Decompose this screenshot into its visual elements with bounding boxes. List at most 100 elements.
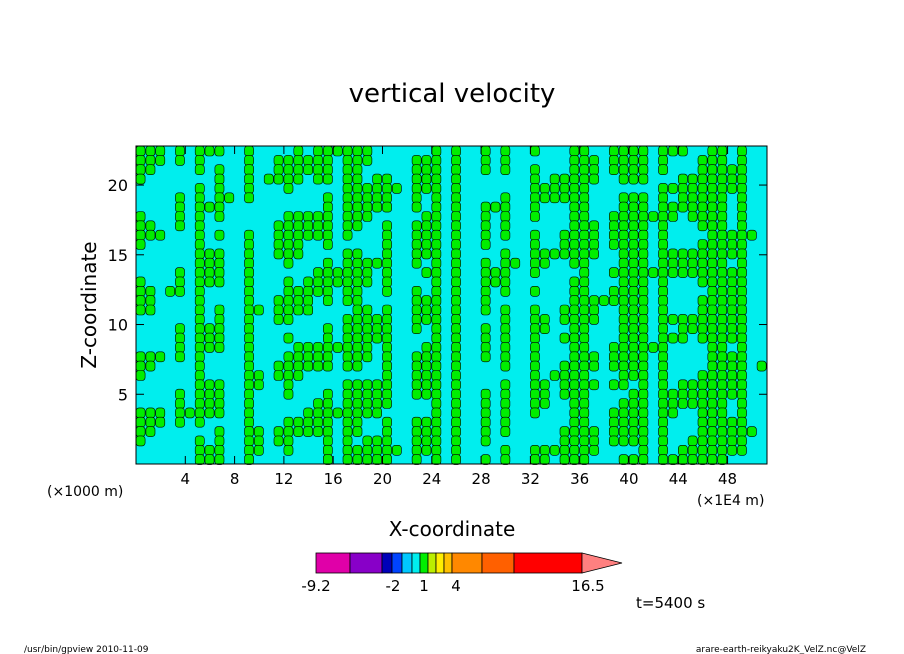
updraft-cell (431, 267, 442, 278)
updraft-cell (214, 435, 225, 447)
updraft-cell (717, 295, 728, 306)
updraft-cell (382, 304, 392, 316)
updraft-cell (707, 416, 718, 428)
updraft-cell (194, 285, 205, 297)
updraft-cell (727, 239, 737, 250)
updraft-cell (658, 388, 668, 400)
updraft-cell (214, 183, 225, 194)
updraft-cell (480, 164, 491, 175)
updraft-cell (451, 304, 461, 316)
updraft-cell (579, 276, 590, 288)
updraft-cell (451, 444, 461, 456)
updraft-cell (559, 379, 570, 391)
updraft-cell (254, 370, 264, 381)
updraft-cell (431, 173, 442, 185)
updraft-cell (717, 370, 728, 381)
updraft-cell (204, 323, 215, 335)
updraft-cell (204, 398, 215, 409)
updraft-cell (382, 426, 392, 437)
updraft-cell (313, 267, 323, 278)
updraft-cell (244, 426, 254, 437)
updraft-cell (717, 248, 728, 260)
updraft-cell (727, 295, 737, 306)
updraft-cell (589, 248, 599, 260)
updraft-cell (579, 201, 590, 213)
updraft-cell (658, 276, 668, 288)
updraft-cell (194, 220, 205, 232)
updraft-cell (194, 323, 205, 335)
updraft-cell (372, 257, 383, 269)
updraft-cell (303, 155, 314, 166)
updraft-cell (638, 370, 649, 381)
updraft-cell (451, 192, 461, 204)
updraft-cell (500, 145, 511, 157)
updraft-cell (204, 257, 215, 269)
colorbar-segment (411, 552, 421, 574)
updraft-cell (707, 257, 718, 269)
updraft-cell (530, 444, 540, 456)
updraft-cell (677, 314, 688, 325)
updraft-cell (382, 285, 392, 297)
updraft-cell (480, 351, 491, 363)
updraft-cell (589, 444, 599, 456)
updraft-cell (313, 229, 323, 241)
colorbar-segment (349, 552, 383, 574)
updraft-cell (618, 276, 629, 288)
updraft-cell (293, 304, 304, 316)
updraft-cell (342, 454, 353, 465)
updraft-cell (480, 257, 491, 269)
updraft-cell (451, 285, 461, 297)
updraft-cell (283, 220, 294, 232)
updraft-cell (697, 388, 708, 400)
updraft-cell (342, 192, 353, 204)
updraft-cell (668, 267, 678, 278)
updraft-cell (431, 211, 442, 222)
updraft-cell (175, 145, 185, 157)
updraft-cell (707, 183, 718, 194)
updraft-cell (382, 183, 392, 194)
updraft-cell (687, 454, 698, 465)
updraft-cell (638, 248, 649, 260)
updraft-cell (451, 211, 461, 222)
updraft-cell (451, 257, 461, 269)
updraft-cell (342, 332, 353, 344)
updraft-cell (352, 183, 363, 194)
updraft-cell (569, 155, 580, 166)
updraft-cell (214, 201, 225, 213)
updraft-cell (421, 155, 432, 166)
updraft-cell (480, 295, 491, 306)
updraft-cell (687, 435, 698, 447)
updraft-cell (589, 155, 599, 166)
updraft-cell (717, 332, 728, 344)
updraft-cell (579, 435, 590, 447)
updraft-cell (746, 229, 757, 241)
updraft-cell (559, 314, 570, 325)
updraft-cell (283, 257, 294, 269)
updraft-cell (244, 444, 254, 456)
colorbar-segment (513, 552, 583, 574)
updraft-cell (283, 304, 294, 316)
updraft-cell (263, 173, 274, 185)
updraft-cell (530, 173, 540, 185)
updraft-cell (530, 257, 540, 269)
updraft-cell (322, 229, 333, 241)
updraft-cell (352, 155, 363, 166)
updraft-cell (362, 192, 373, 204)
updraft-cell (658, 398, 668, 409)
updraft-cell (303, 426, 314, 437)
updraft-cell (342, 379, 353, 391)
updraft-cell (421, 379, 432, 391)
colorbar-segment (481, 552, 515, 574)
updraft-cell (303, 360, 314, 372)
updraft-cell (352, 173, 363, 185)
updraft-cell (204, 444, 215, 456)
updraft-cell (638, 295, 649, 306)
updraft-cell (342, 295, 353, 306)
updraft-cell (707, 398, 718, 409)
updraft-cell (569, 211, 580, 222)
updraft-cell (638, 444, 649, 456)
updraft-cell (342, 201, 353, 213)
updraft-cell (539, 183, 550, 194)
updraft-cell (658, 304, 668, 316)
updraft-cell (421, 435, 432, 447)
